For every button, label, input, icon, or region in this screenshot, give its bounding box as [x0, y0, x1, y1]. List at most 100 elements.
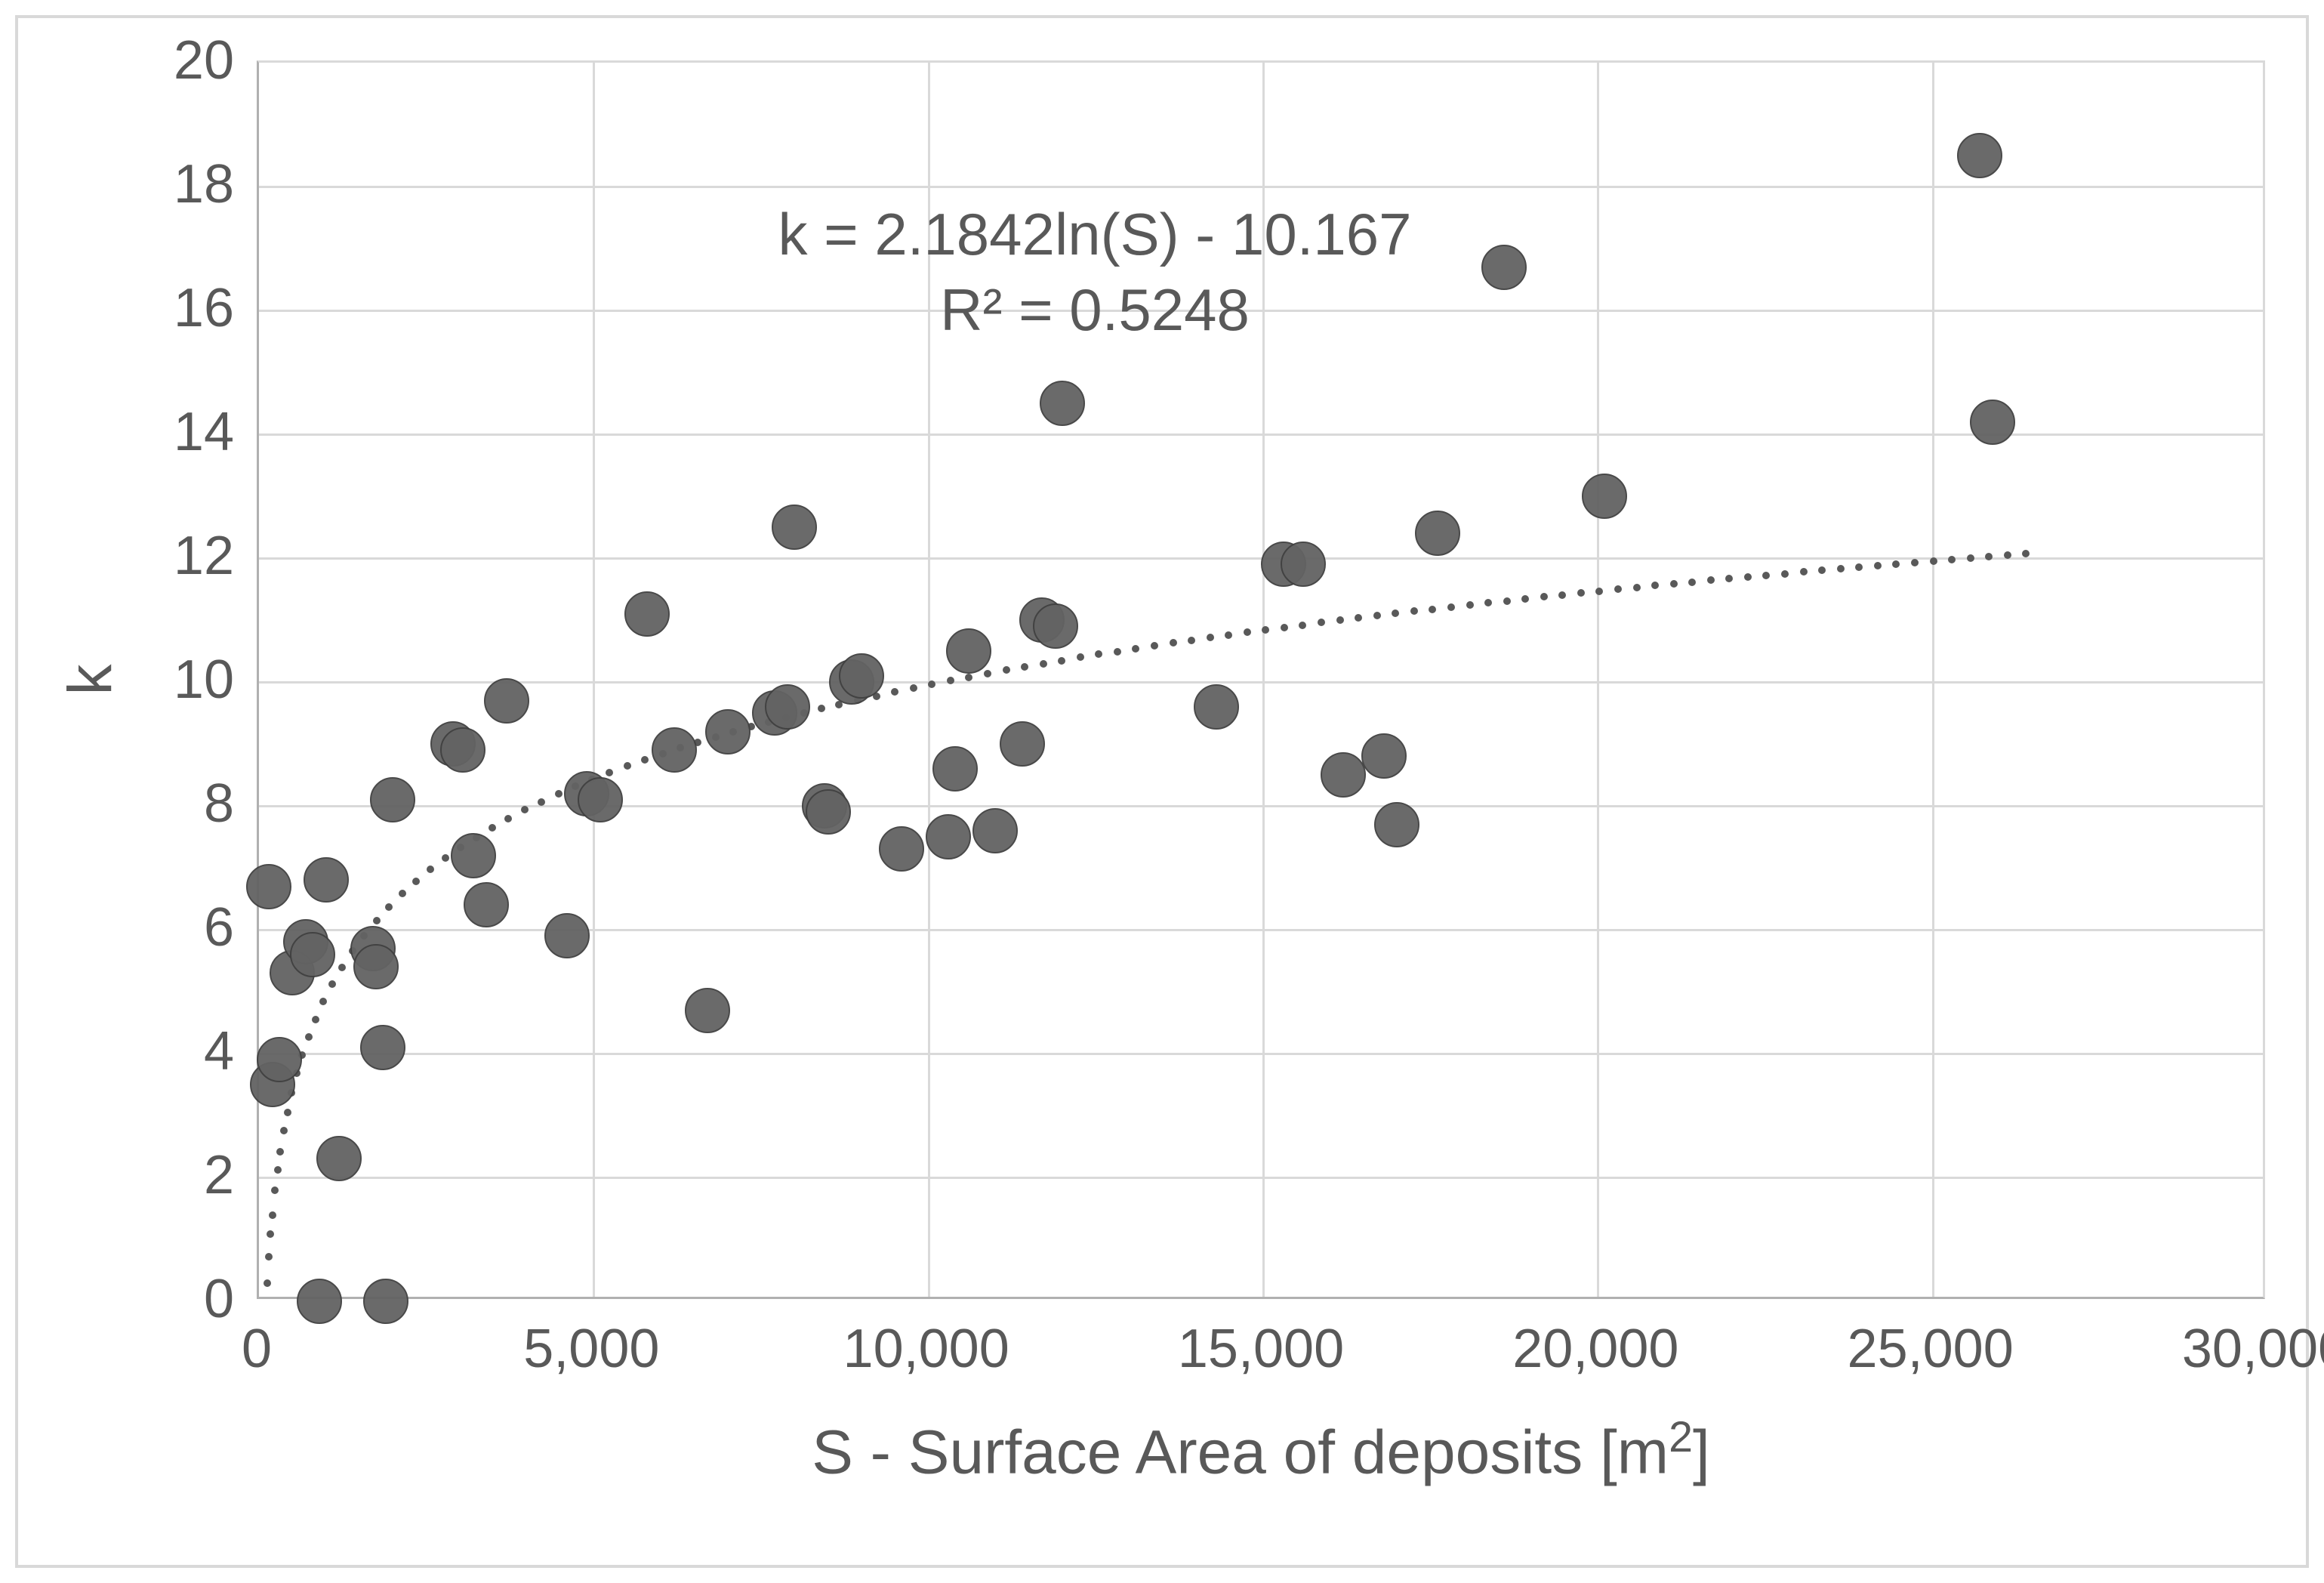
trendline-dot — [284, 1109, 291, 1116]
trendline-dot — [1244, 628, 1251, 636]
trendline-dot — [1114, 648, 1121, 656]
x-axis-title: S - Surface Area of deposits [m2] — [812, 1412, 1710, 1488]
trendline-dot — [338, 964, 346, 971]
trendline-dot — [1633, 584, 1641, 591]
trendline-dot — [1725, 575, 1733, 582]
trendline-dot — [984, 670, 991, 677]
trend-equation: k = 2.1842ln(S) - 10.167 — [778, 200, 1411, 269]
data-point — [879, 826, 924, 872]
data-point — [1281, 542, 1326, 587]
data-point — [1970, 400, 2015, 445]
trendline-dot — [1651, 582, 1659, 589]
data-point — [246, 864, 291, 909]
trendline-dot — [1151, 642, 1158, 650]
y-tick-label: 0 — [143, 1268, 234, 1330]
data-point — [304, 857, 349, 903]
trendline-dot — [965, 674, 972, 681]
trendline-dot — [280, 1127, 288, 1134]
gridline-vertical — [593, 63, 595, 1297]
trendline-dot — [1892, 560, 1900, 568]
trendline-dot — [328, 980, 336, 988]
r-squared: R² = 0.5248 — [940, 276, 1250, 344]
trendline-dot — [606, 769, 613, 776]
trendline-dot — [521, 806, 529, 813]
data-point — [297, 1279, 342, 1324]
data-point — [1033, 603, 1078, 649]
data-point — [1321, 752, 1366, 798]
data-point — [624, 591, 670, 637]
data-point — [926, 814, 971, 859]
trendline-dot — [1744, 573, 1752, 581]
trendline-dot — [1132, 645, 1139, 653]
trendline-dot — [489, 824, 496, 832]
data-point — [578, 777, 623, 822]
trendline-dot — [1614, 585, 1622, 593]
data-point — [932, 746, 978, 792]
trendline-dot — [1558, 591, 1566, 599]
trendline-dot — [1336, 616, 1344, 624]
trendline-dot — [269, 1211, 276, 1219]
gridline-horizontal — [259, 434, 2263, 436]
data-point — [290, 932, 335, 977]
data-point — [765, 684, 810, 730]
trendline-dot — [641, 756, 649, 764]
trendline-dot — [1355, 614, 1362, 622]
gridline-horizontal — [259, 1053, 2263, 1055]
trendline-dot — [1595, 588, 1603, 595]
y-tick-label: 6 — [143, 896, 234, 958]
gridline-horizontal — [259, 1177, 2263, 1179]
data-point — [705, 709, 751, 754]
trendline-dot — [1318, 619, 1325, 626]
x-tick-label: 15,000 — [1178, 1318, 1344, 1380]
data-point — [839, 653, 884, 699]
gridline-horizontal — [259, 186, 2263, 188]
trendline-dot — [1040, 660, 1047, 668]
gridline-horizontal — [259, 805, 2263, 807]
trendline-dot — [276, 1148, 284, 1156]
data-point — [946, 628, 991, 674]
data-point — [1582, 474, 1627, 519]
trendline-dot — [1225, 631, 1232, 639]
data-point — [685, 988, 730, 1033]
trendline-dot — [928, 680, 935, 688]
trendline-dot — [1262, 626, 1269, 634]
trendline-dot — [1707, 576, 1715, 584]
data-point — [440, 727, 485, 773]
trendline-dot — [1077, 653, 1084, 661]
data-point — [1361, 733, 1407, 779]
trendline-dot — [1299, 622, 1306, 629]
trendline-dot — [1447, 603, 1455, 611]
trendline-dot — [2022, 550, 2030, 557]
trendline-dot — [1540, 593, 1548, 600]
gridline-vertical — [1597, 63, 1599, 1297]
y-tick-label: 8 — [143, 773, 234, 835]
trendline-dot — [624, 762, 631, 770]
data-point — [363, 1279, 408, 1324]
gridline-vertical — [1932, 63, 1934, 1297]
y-tick-label: 20 — [143, 29, 234, 91]
trendline-dot — [427, 866, 434, 873]
trendline-dot — [1281, 624, 1288, 631]
trendline-dot — [412, 878, 420, 885]
trendline-dot — [1837, 565, 1845, 572]
trendline-dot — [1688, 579, 1696, 586]
trendline-dot — [274, 1166, 282, 1174]
y-tick-label: 10 — [143, 649, 234, 711]
trendline-dot — [1874, 562, 1882, 569]
trendline-dot — [399, 890, 406, 897]
data-point — [464, 882, 509, 927]
trendline-dot — [1855, 563, 1863, 571]
data-point — [1481, 245, 1527, 290]
data-point — [1957, 133, 2002, 178]
y-tick-label: 12 — [143, 525, 234, 587]
trendline-dot — [1021, 663, 1028, 671]
trendline-dot — [1781, 570, 1789, 578]
trendline-dot — [1392, 609, 1399, 617]
y-tick-label: 4 — [143, 1020, 234, 1082]
trendline-dot — [1577, 589, 1585, 597]
trendline-dot — [1930, 557, 1937, 565]
trendline-dot — [1911, 559, 1919, 566]
data-point — [1374, 802, 1419, 847]
trendline-dot — [1170, 639, 1177, 646]
data-point — [972, 808, 1018, 853]
